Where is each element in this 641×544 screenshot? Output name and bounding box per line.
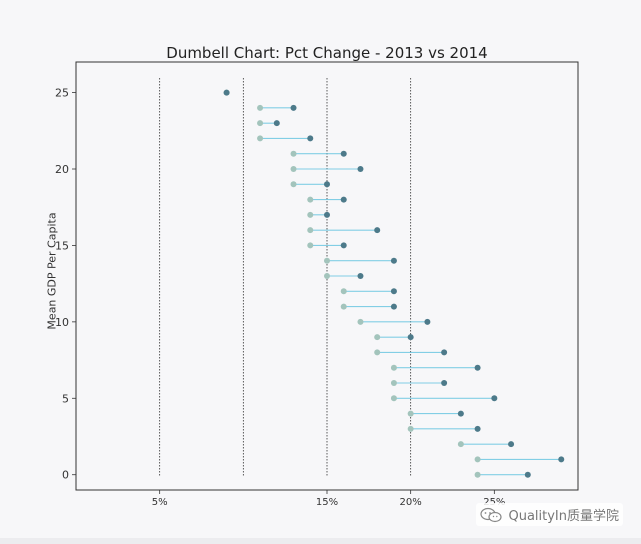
point-2013-20 bbox=[290, 166, 297, 172]
x-tick-label-1: 15% bbox=[316, 497, 338, 508]
point-2014-9 bbox=[407, 334, 414, 341]
point-2013-8 bbox=[374, 349, 381, 356]
point-2013-24 bbox=[257, 104, 264, 111]
point-2014-0 bbox=[524, 471, 531, 478]
point-2013-2 bbox=[457, 441, 464, 448]
y-tick-label-5: 5 bbox=[62, 392, 69, 405]
point-2013-13 bbox=[324, 273, 330, 279]
point-2014-7 bbox=[474, 364, 481, 371]
point-2013-16 bbox=[307, 227, 314, 234]
point-2014-24 bbox=[290, 104, 297, 111]
y-tick-label-10: 10 bbox=[55, 316, 69, 329]
point-2013-23 bbox=[257, 120, 264, 127]
y-tick-label-20: 20 bbox=[55, 163, 69, 176]
point-2013-3 bbox=[407, 425, 414, 432]
point-2014-3 bbox=[474, 425, 481, 432]
watermark: QualityIn质量学院 bbox=[476, 503, 623, 526]
point-2013-11 bbox=[340, 303, 347, 310]
point-2014-1 bbox=[558, 456, 565, 463]
point-2014-20 bbox=[357, 166, 364, 172]
point-2013-1 bbox=[474, 456, 481, 463]
point-2014-5 bbox=[491, 395, 498, 402]
point-2014-18 bbox=[340, 196, 347, 203]
x-tick-label-2: 20% bbox=[400, 497, 422, 508]
point-2013-14 bbox=[324, 257, 330, 264]
point-2014-25 bbox=[223, 89, 230, 96]
point-2014-10 bbox=[424, 318, 431, 325]
point-2014-21 bbox=[340, 150, 347, 157]
point-2014-22 bbox=[307, 135, 314, 142]
point-2013-6 bbox=[390, 380, 397, 386]
point-2013-0 bbox=[474, 471, 481, 478]
point-2013-10 bbox=[357, 318, 364, 325]
x-tick-label-0: 5% bbox=[152, 497, 168, 508]
point-2013-7 bbox=[390, 364, 397, 371]
y-tick-label-15: 15 bbox=[55, 239, 69, 252]
chart-title: Dumbell Chart: Pct Change - 2013 vs 2014 bbox=[166, 44, 488, 62]
wechat-icon bbox=[480, 507, 503, 522]
point-2013-5 bbox=[390, 395, 397, 402]
y-axis-label: Mean GDP Per Capita bbox=[45, 212, 59, 330]
y-tick-label-25: 25 bbox=[55, 87, 69, 100]
point-2014-23 bbox=[273, 120, 280, 127]
watermark-text: QualityIn质量学院 bbox=[508, 509, 619, 524]
point-2014-14 bbox=[390, 257, 397, 264]
point-2014-11 bbox=[390, 303, 397, 310]
point-2013-4 bbox=[407, 410, 414, 417]
point-2014-13 bbox=[357, 273, 364, 279]
point-2013-21 bbox=[290, 150, 297, 157]
point-2013-17 bbox=[307, 211, 314, 218]
point-2013-12 bbox=[340, 288, 347, 295]
point-2014-19 bbox=[324, 181, 330, 188]
point-2014-6 bbox=[441, 380, 448, 386]
point-2014-8 bbox=[441, 349, 448, 356]
point-2013-9 bbox=[374, 334, 381, 341]
point-2013-15 bbox=[307, 242, 314, 249]
y-tick-label-0: 0 bbox=[62, 469, 69, 482]
point-2014-15 bbox=[340, 242, 347, 249]
point-2013-19 bbox=[290, 181, 297, 188]
point-2014-17 bbox=[324, 211, 330, 218]
point-2013-18 bbox=[307, 196, 314, 203]
x-tick-label-3: 25% bbox=[483, 497, 505, 508]
bottom-band bbox=[0, 538, 641, 544]
point-2013-22 bbox=[257, 135, 264, 142]
point-2014-2 bbox=[508, 441, 515, 448]
point-2014-4 bbox=[457, 410, 464, 417]
point-2014-12 bbox=[390, 288, 397, 295]
point-2014-16 bbox=[374, 227, 381, 234]
